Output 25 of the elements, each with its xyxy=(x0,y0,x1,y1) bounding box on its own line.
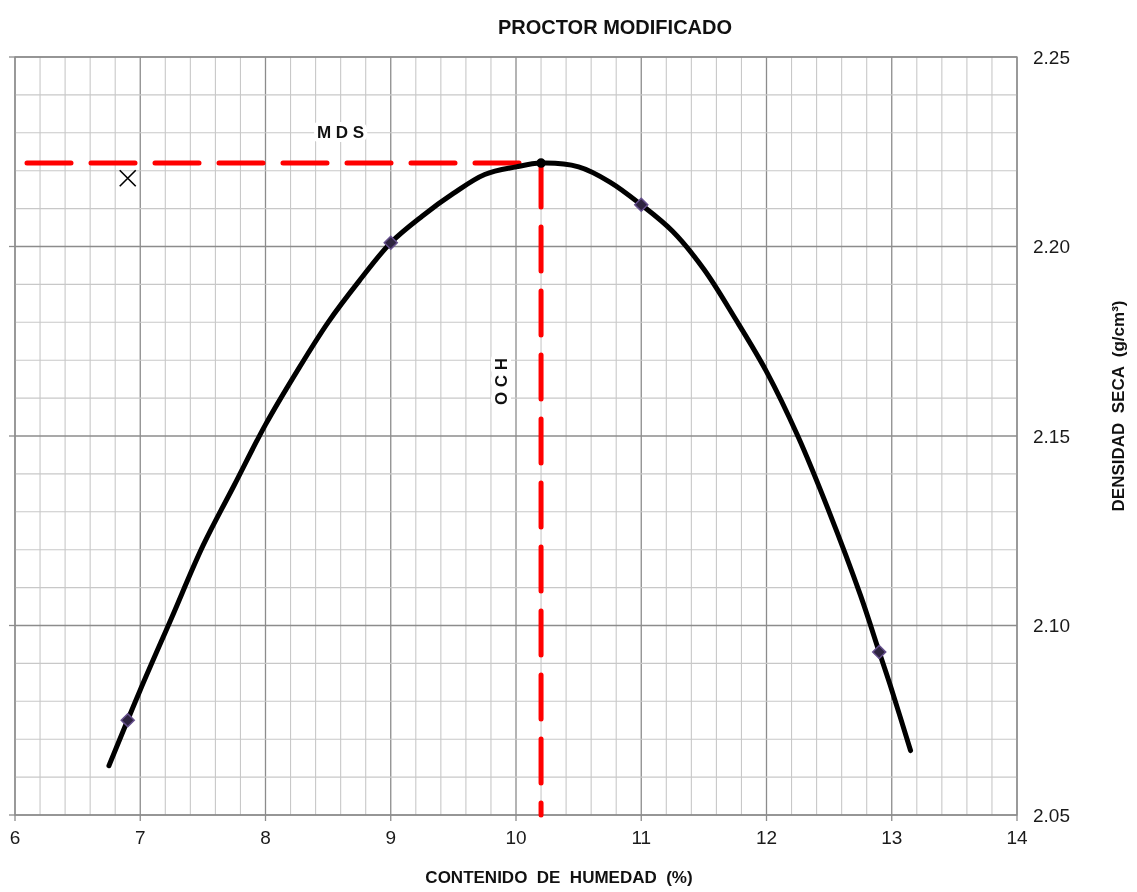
ref-line-label: O C H xyxy=(492,357,512,406)
point xyxy=(871,644,887,660)
x-tick-label: 7 xyxy=(134,827,146,848)
point xyxy=(536,158,546,168)
x-tick-label: 14 xyxy=(1006,827,1028,848)
point xyxy=(383,235,398,250)
x-tick-label: 9 xyxy=(385,827,397,848)
point xyxy=(118,169,137,188)
ref-line-label: M D S xyxy=(316,123,365,143)
x-tick-label: 11 xyxy=(631,827,652,848)
y-tick-label: 2.10 xyxy=(1033,615,1070,637)
chart-title: PROCTOR MODIFICADO xyxy=(497,16,733,38)
x-tick-label: 6 xyxy=(9,827,21,848)
x-tick-label: 8 xyxy=(260,827,271,848)
x-tick-label: 10 xyxy=(505,827,527,848)
y-tick-label: 2.20 xyxy=(1033,236,1070,258)
x-axis-title: CONTENIDO DE HUMEDAD (%) xyxy=(425,868,693,887)
y-axis-title: DENSIDAD SECA (g/cm³) xyxy=(1109,300,1128,512)
x-tick-label: 13 xyxy=(881,827,903,848)
point xyxy=(120,713,135,728)
point xyxy=(634,197,649,213)
y-tick-label: 2.25 xyxy=(1033,46,1070,68)
y-tick-label: 2.05 xyxy=(1033,804,1070,826)
y-tick-label: 2.15 xyxy=(1033,425,1070,447)
x-tick-label: 12 xyxy=(755,827,778,848)
